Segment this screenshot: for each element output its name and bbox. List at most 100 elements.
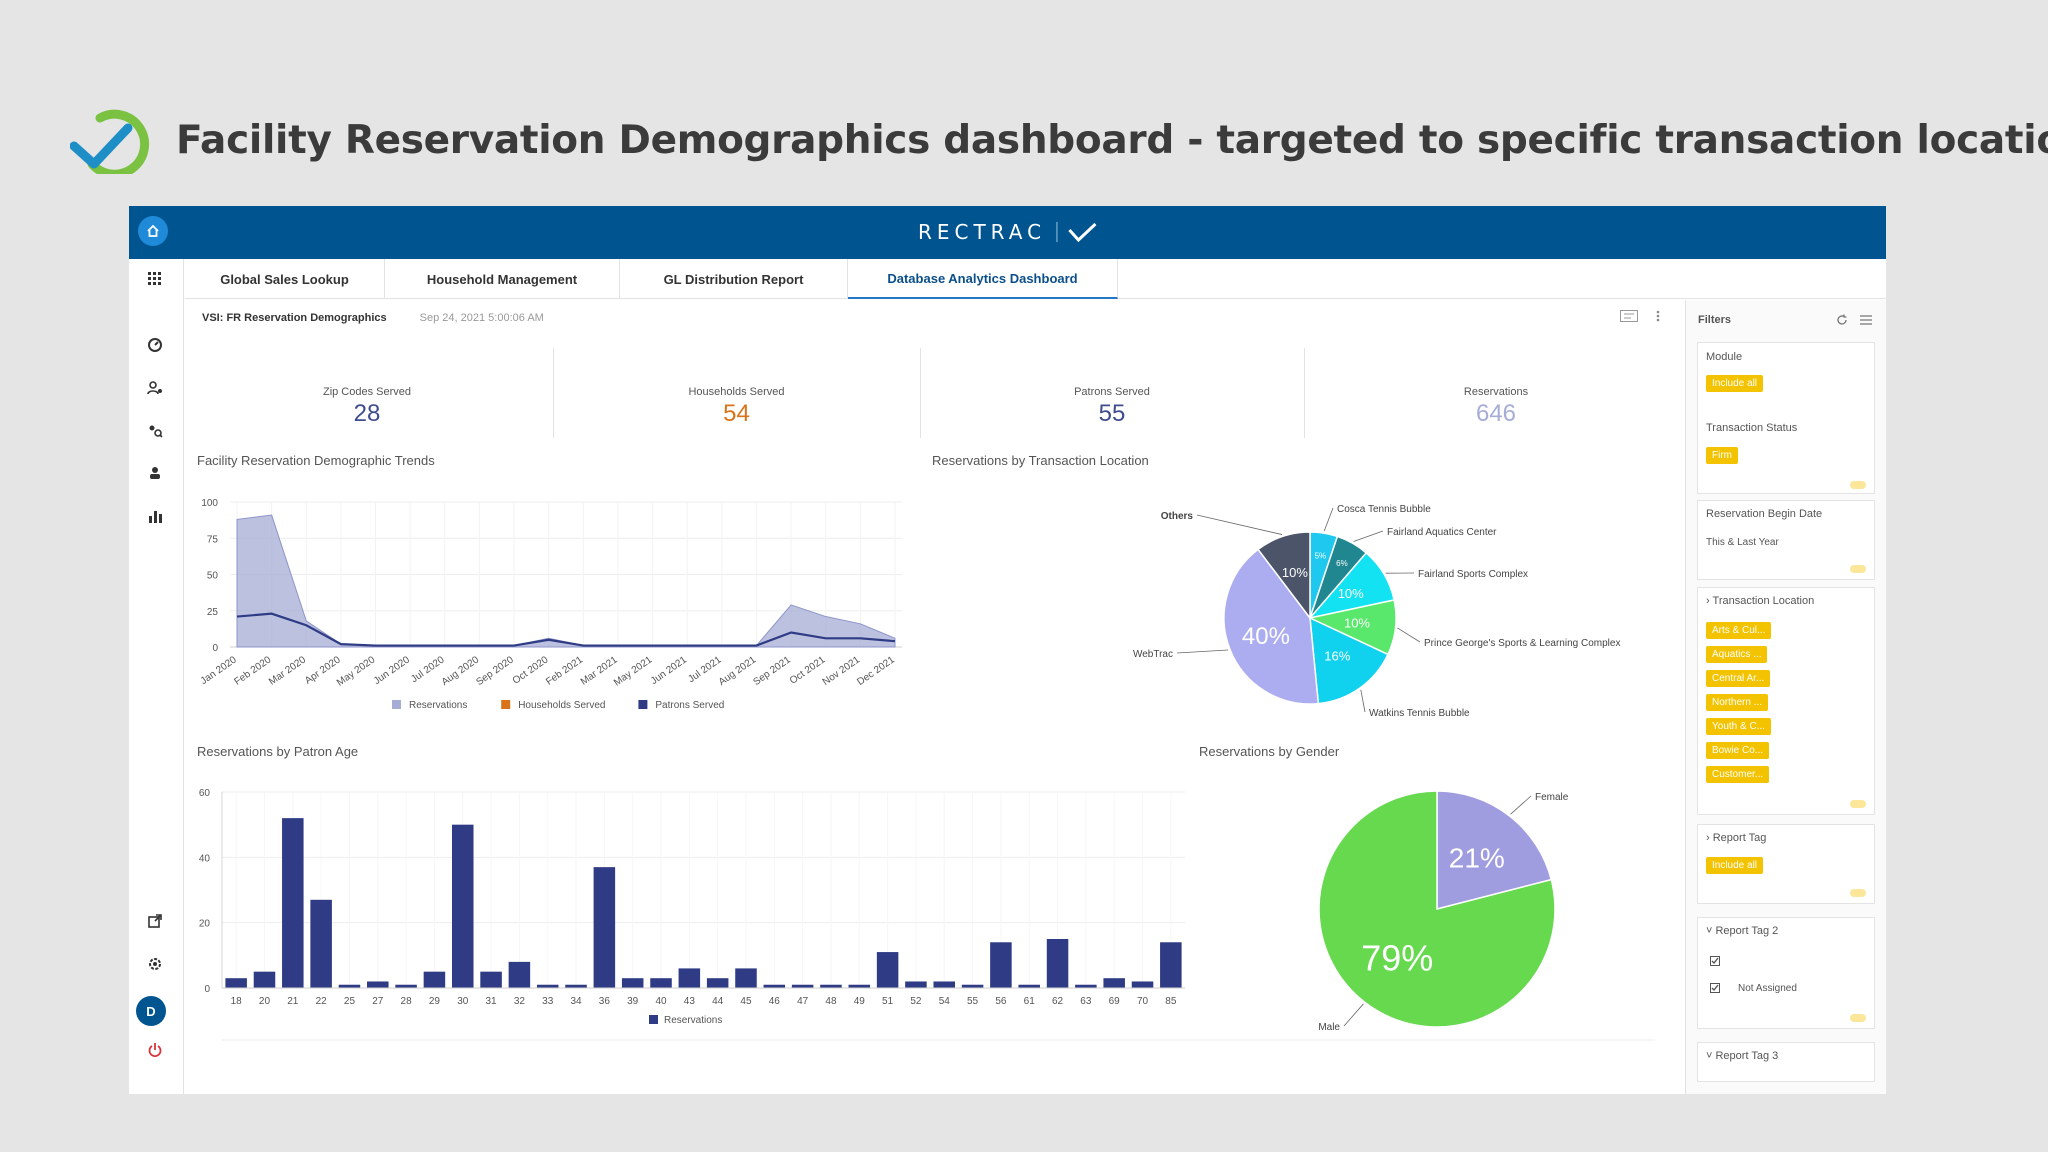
filters-panel: Filters Module Include all Transaction S… xyxy=(1685,300,1886,1094)
apps-grid-icon[interactable] xyxy=(143,267,167,291)
filter-location-chip[interactable]: Central Ar... xyxy=(1706,670,1771,687)
checkbox-checked-icon[interactable] xyxy=(1710,983,1720,993)
location-leader-line xyxy=(1360,689,1366,713)
tab-household-management[interactable]: Household Management xyxy=(385,259,620,299)
filter-location-label-text: Transaction Location xyxy=(1712,595,1815,607)
age-bar xyxy=(820,984,842,988)
filter-begin-date-value[interactable]: This & Last Year xyxy=(1706,537,1779,548)
filter-toggle[interactable] xyxy=(1850,565,1866,573)
brand-check-icon xyxy=(1067,222,1097,242)
kpi-value: 55 xyxy=(1098,400,1126,427)
trends-x-tick: Jun 2020 xyxy=(372,654,412,687)
age-bar xyxy=(1075,984,1097,988)
filter-report-tag-chip[interactable]: Include all xyxy=(1706,857,1764,874)
filter-location-chip[interactable]: Arts & Cul... xyxy=(1706,622,1772,639)
filter-report-tag2-label-text: Report Tag 2 xyxy=(1715,925,1779,937)
filter-toggle[interactable] xyxy=(1850,481,1866,489)
age-bar xyxy=(650,978,672,988)
tab-gl-distribution-report[interactable]: GL Distribution Report xyxy=(620,259,848,299)
pdf-export-icon[interactable] xyxy=(1620,310,1638,322)
age-bar xyxy=(1018,984,1040,988)
refresh-icon[interactable] xyxy=(1836,314,1848,326)
location-slice-value: 10% xyxy=(1282,565,1308,580)
kpi-value: 28 xyxy=(353,400,381,427)
top-bar: RECTRAC xyxy=(129,206,1886,259)
gender-slice-value: 79% xyxy=(1361,937,1433,978)
location-slice-label: Fairland Aquatics Center xyxy=(1387,527,1497,538)
dashboard-title: VSI: FR Reservation Demographics xyxy=(202,312,387,324)
tab-global-sales-lookup[interactable]: Global Sales Lookup xyxy=(185,259,385,299)
age-chart-title: Reservations by Patron Age xyxy=(197,744,359,759)
user-settings-icon[interactable] xyxy=(143,376,167,400)
person-icon[interactable] xyxy=(143,461,167,485)
filter-location-chip[interactable]: Aquatics ... xyxy=(1706,646,1768,663)
trends-legend-label: Reservations xyxy=(409,700,467,711)
age-bar xyxy=(593,867,616,988)
location-leader-line xyxy=(1353,530,1384,542)
age-x-tick: 85 xyxy=(1165,996,1177,1007)
trends-line-patrons xyxy=(236,612,896,647)
more-options-icon[interactable] xyxy=(1656,310,1660,322)
age-x-tick: 18 xyxy=(231,996,243,1007)
filter-status-label: Transaction Status xyxy=(1706,422,1798,434)
dashboard-gauge-icon[interactable] xyxy=(143,333,167,357)
gender-leader-line xyxy=(1343,1003,1364,1027)
user-avatar[interactable]: D xyxy=(136,996,166,1026)
age-bar xyxy=(225,978,247,988)
filter-toggle[interactable] xyxy=(1850,889,1866,897)
dashboard-date: Sep 24, 2021 5:00:06 AM xyxy=(419,312,544,324)
filter-location-chip[interactable]: Northern ... xyxy=(1706,694,1769,711)
settings-gear-icon[interactable] xyxy=(143,952,167,976)
filter-location-chip[interactable]: Youth & C... xyxy=(1706,718,1771,735)
dashboard-header: VSI: FR Reservation Demographics Sep 24,… xyxy=(202,312,544,324)
filter-begin-date: Reservation Begin Date This & Last Year xyxy=(1697,500,1875,580)
trends-y-tick: 0 xyxy=(212,643,218,654)
age-x-tick: 32 xyxy=(514,996,526,1007)
location-slice-value: 5% xyxy=(1315,551,1327,560)
filter-report-tag: › Report Tag Include all xyxy=(1697,824,1875,904)
age-bar xyxy=(451,824,474,988)
age-bar xyxy=(536,984,559,988)
filter-report-tag3-label: ˅ Report Tag 3 xyxy=(1706,1050,1779,1062)
filter-report-tag-3: ˅ Report Tag 3 xyxy=(1697,1042,1875,1082)
age-bar xyxy=(367,981,389,988)
location-slice-value: 40% xyxy=(1242,623,1290,650)
age-x-tick: 54 xyxy=(939,996,951,1007)
age-bar xyxy=(1103,978,1125,988)
age-x-tick: 61 xyxy=(1024,996,1036,1007)
age-x-tick: 47 xyxy=(797,996,809,1007)
slide-header: Facility Reservation Demographics dashbo… xyxy=(70,100,2048,180)
power-icon[interactable] xyxy=(143,1038,167,1062)
filter-location-chip[interactable]: Customer... xyxy=(1706,766,1770,783)
bar-chart-icon[interactable] xyxy=(143,504,167,528)
filter-location-chip[interactable]: Bowie Co... xyxy=(1706,742,1770,759)
external-link-icon[interactable] xyxy=(143,909,167,933)
rectrac-app-window: RECTRAC D xyxy=(129,206,1886,1094)
age-x-tick: 34 xyxy=(570,996,582,1007)
brand: RECTRAC xyxy=(918,220,1097,244)
tab-database-analytics-dashboard[interactable]: Database Analytics Dashboard xyxy=(848,259,1118,299)
filter-report-tag-label-text: Report Tag xyxy=(1712,832,1767,844)
trends-x-tick: May 2021 xyxy=(612,654,655,688)
age-bar xyxy=(423,971,446,988)
filter-toggle[interactable] xyxy=(1850,800,1866,808)
filter-module-chip[interactable]: Include all xyxy=(1706,375,1764,392)
age-bar xyxy=(905,981,927,988)
age-x-tick: 39 xyxy=(627,996,639,1007)
trends-y-tick: 75 xyxy=(207,534,219,545)
filter-status-chip[interactable]: Firm xyxy=(1706,447,1738,464)
age-bar xyxy=(480,971,502,988)
checkbox-checked-icon[interactable] xyxy=(1710,956,1720,966)
age-x-tick: 33 xyxy=(542,996,554,1007)
trends-x-tick: May 2020 xyxy=(335,654,378,688)
menu-icon[interactable] xyxy=(1860,315,1872,325)
age-x-tick: 63 xyxy=(1080,996,1092,1007)
trends-x-tick: Feb 2020 xyxy=(232,654,273,687)
filter-toggle[interactable] xyxy=(1850,1014,1866,1022)
home-button[interactable] xyxy=(138,216,168,246)
location-pie-slice xyxy=(1257,531,1311,621)
people-search-icon[interactable] xyxy=(143,419,167,443)
tab-bar: Global Sales Lookup Household Management… xyxy=(185,259,1886,299)
age-bar xyxy=(961,984,984,988)
kpi-label: Reservations xyxy=(1463,386,1529,398)
